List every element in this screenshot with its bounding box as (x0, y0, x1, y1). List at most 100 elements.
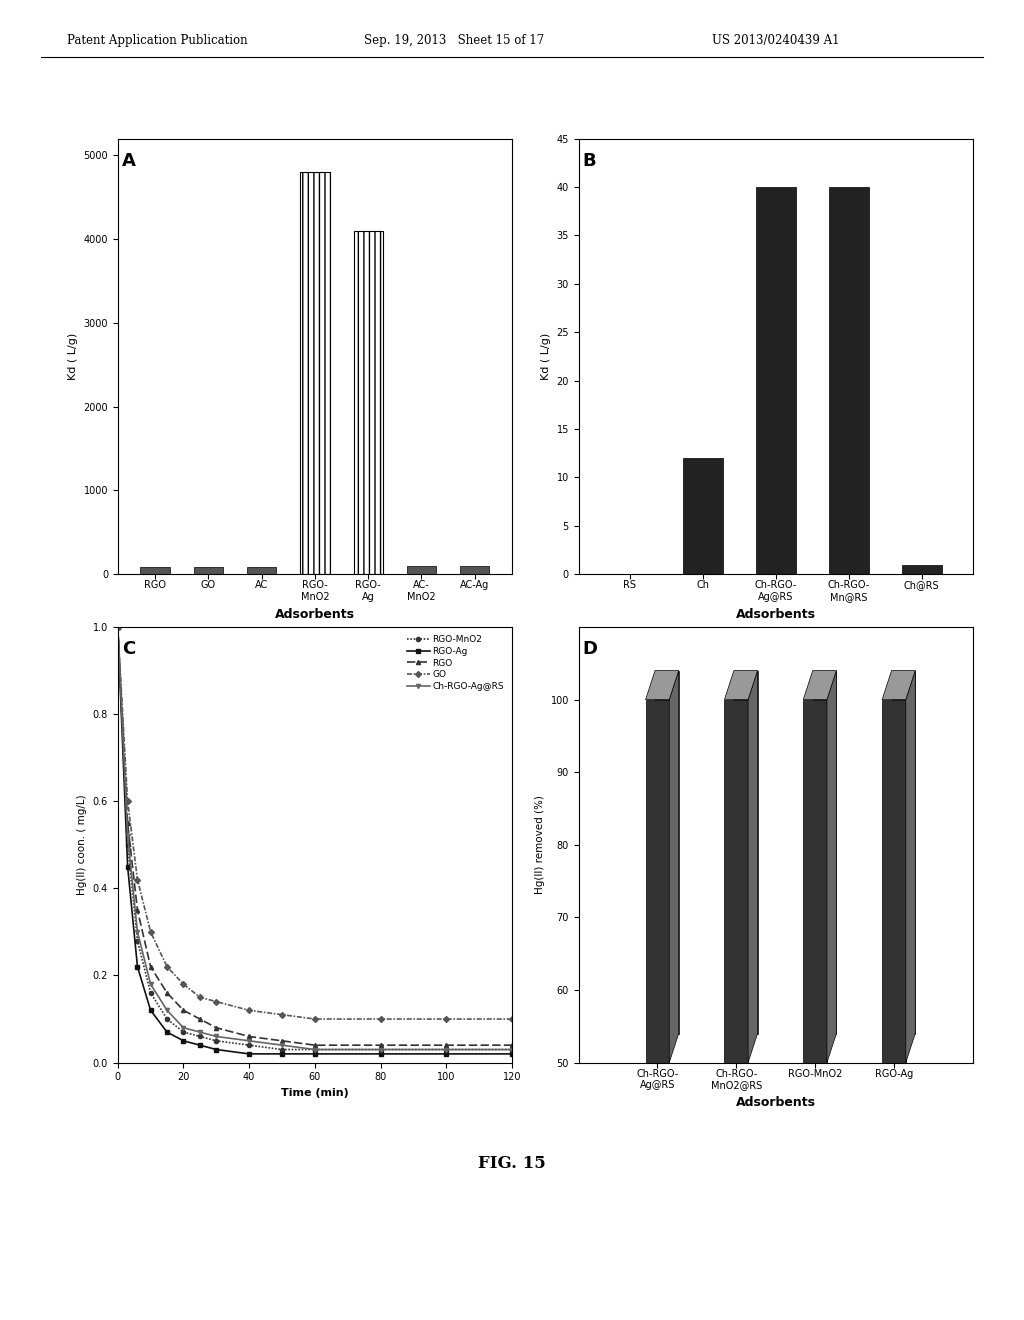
GO (177, 977, 189, 993)
Bar (353, 231, 383, 574)
Bar (901, 565, 942, 574)
Text: A: A (122, 152, 135, 170)
RGO-MnO2 (122, 837, 134, 853)
X-axis label: Adsorbents: Adsorbents (274, 607, 355, 620)
RGO-MnO2 (112, 619, 124, 635)
Line: RGO: RGO (116, 624, 514, 1047)
Text: Patent Application Publication: Patent Application Publication (67, 33, 247, 46)
RGO (144, 958, 157, 974)
Bar (140, 568, 170, 574)
Bar (655, 671, 679, 1034)
RGO-MnO2 (144, 985, 157, 1001)
Bar (892, 671, 915, 1034)
RGO (122, 814, 134, 832)
Legend: RGO-MnO2, RGO-Ag, RGO, GO, Ch-RGO-Ag@RS: RGO-MnO2, RGO-Ag, RGO, GO, Ch-RGO-Ag@RS (403, 631, 508, 694)
Polygon shape (749, 671, 758, 1063)
Text: US 2013/0240439 A1: US 2013/0240439 A1 (712, 33, 840, 46)
Line: RGO-Ag: RGO-Ag (116, 624, 514, 1056)
RGO-Ag (243, 1045, 255, 1061)
RGO-MnO2 (506, 1041, 518, 1057)
RGO-Ag (194, 1038, 206, 1053)
GO (131, 871, 143, 887)
Bar (734, 671, 758, 1034)
Polygon shape (906, 671, 915, 1063)
Polygon shape (645, 671, 679, 700)
GO (112, 619, 124, 635)
RGO-MnO2 (275, 1041, 288, 1057)
Bar (300, 172, 330, 574)
Text: Sep. 19, 2013   Sheet 15 of 17: Sep. 19, 2013 Sheet 15 of 17 (364, 33, 544, 46)
GO (506, 1011, 518, 1027)
Polygon shape (724, 671, 758, 700)
Text: C: C (122, 640, 135, 659)
Ch-RGO-Ag@RS (144, 977, 157, 993)
X-axis label: Adsorbents: Adsorbents (735, 607, 816, 620)
Text: B: B (583, 152, 596, 170)
Ch-RGO-Ag@RS (177, 1020, 189, 1036)
RGO-MnO2 (131, 933, 143, 949)
RGO-Ag (131, 958, 143, 974)
RGO-Ag (161, 1024, 173, 1040)
Ch-RGO-Ag@RS (243, 1032, 255, 1048)
RGO-Ag (375, 1045, 387, 1061)
GO (243, 1002, 255, 1018)
RGO (194, 1011, 206, 1027)
GO (375, 1011, 387, 1027)
RGO-Ag (112, 619, 124, 635)
Bar (756, 187, 796, 574)
Ch-RGO-Ag@RS (506, 1041, 518, 1057)
GO (122, 793, 134, 809)
Line: GO: GO (116, 624, 514, 1022)
Bar (194, 568, 223, 574)
RGO (440, 1038, 453, 1053)
Y-axis label: Kd ( L/g): Kd ( L/g) (541, 333, 551, 380)
Ch-RGO-Ag@RS (309, 1041, 322, 1057)
RGO (275, 1032, 288, 1048)
Y-axis label: Hg(II) coon. ( mg/L): Hg(II) coon. ( mg/L) (77, 795, 87, 895)
Bar (645, 700, 670, 1063)
Bar (803, 700, 827, 1063)
Bar (813, 671, 837, 1034)
RGO-MnO2 (375, 1041, 387, 1057)
GO (275, 1007, 288, 1023)
Bar (683, 458, 723, 574)
RGO-MnO2 (309, 1041, 322, 1057)
RGO-MnO2 (243, 1038, 255, 1053)
Bar (828, 187, 868, 574)
RGO-Ag (122, 858, 134, 874)
RGO-Ag (506, 1045, 518, 1061)
GO (309, 1011, 322, 1027)
RGO-MnO2 (440, 1041, 453, 1057)
GO (440, 1011, 453, 1027)
Bar (407, 566, 436, 574)
Bar (460, 566, 489, 574)
Y-axis label: Hg(II) removed (%): Hg(II) removed (%) (535, 796, 545, 894)
Ch-RGO-Ag@RS (440, 1041, 453, 1057)
RGO-Ag (177, 1032, 189, 1048)
Bar (882, 700, 906, 1063)
RGO (375, 1038, 387, 1053)
Polygon shape (827, 671, 837, 1063)
Ch-RGO-Ag@RS (275, 1038, 288, 1053)
Ch-RGO-Ag@RS (375, 1041, 387, 1057)
Text: FIG. 15: FIG. 15 (478, 1155, 546, 1172)
Y-axis label: Kd ( L/g): Kd ( L/g) (68, 333, 78, 380)
RGO-Ag (210, 1041, 222, 1057)
RGO (309, 1038, 322, 1053)
Ch-RGO-Ag@RS (194, 1024, 206, 1040)
RGO-MnO2 (161, 1011, 173, 1027)
Polygon shape (803, 671, 837, 700)
X-axis label: Adsorbents: Adsorbents (735, 1096, 816, 1109)
RGO (131, 903, 143, 919)
RGO (161, 985, 173, 1001)
RGO-MnO2 (210, 1032, 222, 1048)
RGO-MnO2 (194, 1028, 206, 1044)
GO (210, 994, 222, 1010)
X-axis label: Time (min): Time (min) (281, 1088, 349, 1098)
Bar (724, 700, 749, 1063)
Ch-RGO-Ag@RS (131, 924, 143, 940)
Ch-RGO-Ag@RS (210, 1028, 222, 1044)
Polygon shape (670, 671, 679, 1063)
Polygon shape (882, 671, 915, 700)
Ch-RGO-Ag@RS (112, 619, 124, 635)
